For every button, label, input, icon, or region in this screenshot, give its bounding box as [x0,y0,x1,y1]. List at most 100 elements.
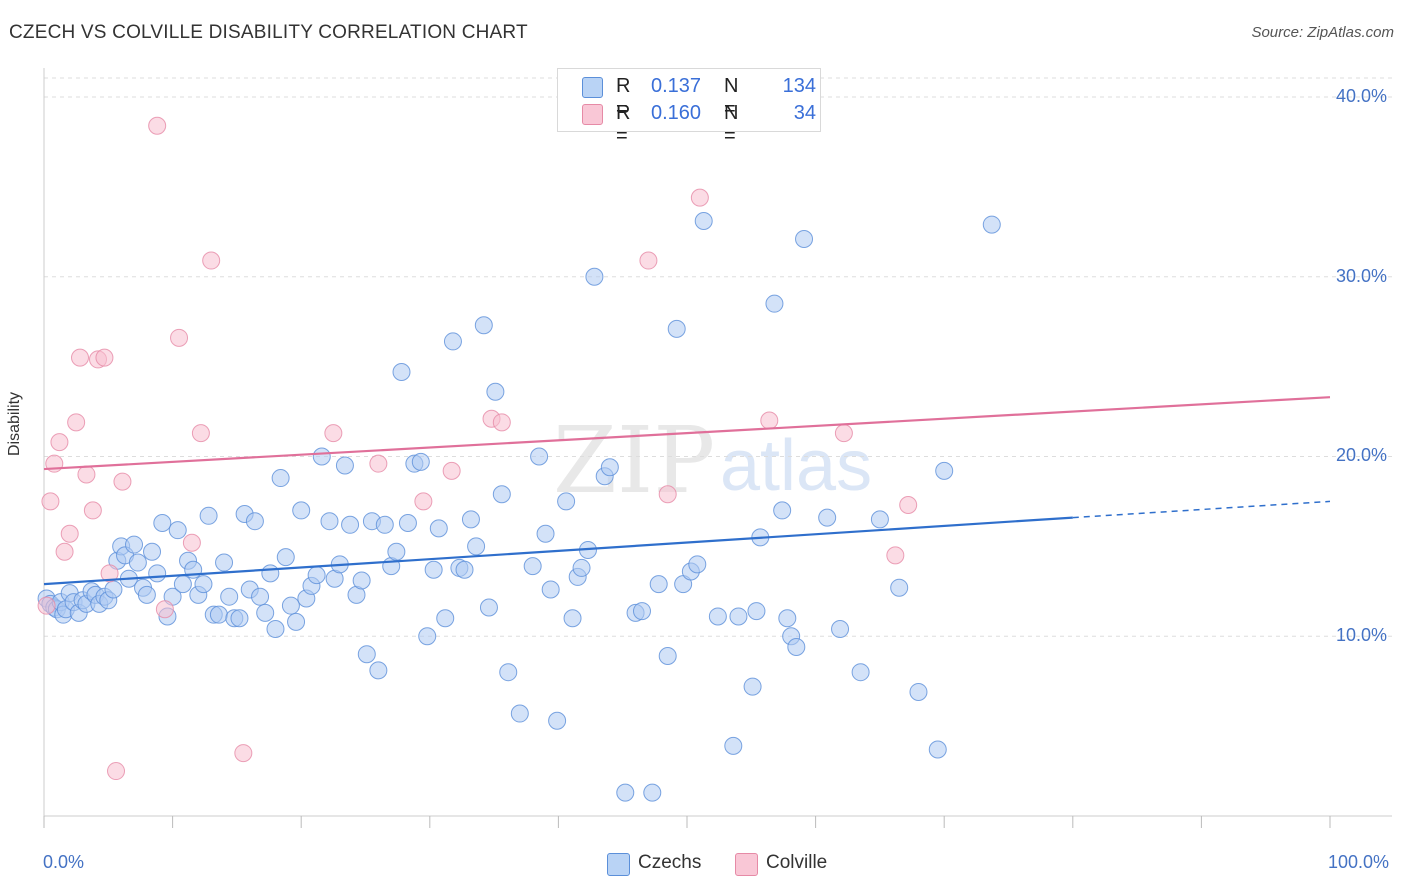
colville-point [182,533,201,552]
colville-point [202,251,221,270]
czechs-point [632,602,651,621]
czechs-point [729,607,748,626]
czechs-point [708,607,727,626]
legend-r-value: 0.137 [651,75,702,97]
czechs-point [375,515,394,534]
legend-r-value: 0.160 [651,102,702,124]
czechs-point [600,458,619,477]
czechs-point [616,783,635,802]
czechs-point [312,447,331,466]
czechs-point [287,612,306,631]
colville-swatch [735,853,758,876]
czechs-point [928,740,947,759]
czechs-point [643,783,662,802]
colville-point [95,348,114,367]
czechs-point [667,319,686,338]
legend-n-value: 34 [793,102,816,124]
czechs-point [251,587,270,606]
czechs-point [649,575,668,594]
bottom-legend-label: Colville [766,852,828,873]
czechs-point [392,362,411,381]
colville-point [77,465,96,484]
colville-point [639,251,658,270]
czechs-point [536,524,555,543]
czechs-point [778,609,797,628]
czechs-point [499,663,518,682]
colville-point [55,542,74,561]
czechs-point [104,580,123,599]
czechs-point [492,485,511,504]
colville-point [71,348,90,367]
colville-point [60,524,79,543]
czechs-point [194,575,213,594]
czechs-point [281,596,300,615]
colville-point [148,116,167,135]
czechs-point [220,587,239,606]
czechs-point [818,508,837,527]
czechs-point [982,215,1001,234]
czechs-point [335,456,354,475]
colville-point [760,411,779,430]
czechs-point [773,501,792,520]
y-tick-label: 30.0% [1336,265,1388,286]
czechs-point [215,553,234,572]
czechs-point [585,267,604,286]
legend-n-value: 134 [782,75,816,97]
czechs-point [694,211,713,230]
czechs-trend-line [43,516,1073,586]
czechs-point [474,316,493,335]
colville-point [834,424,853,443]
colville-point [324,424,343,443]
czechs-point [387,542,406,561]
chart-title: CZECH VS COLVILLE DISABILITY CORRELATION… [9,22,528,43]
czechs-point [436,609,455,628]
colville-point [170,328,189,347]
y-tick-label: 40.0% [1336,85,1388,106]
x-tick-label-max: 100.0% [1328,852,1390,872]
czechs-trend-extension [1072,500,1331,519]
colville-point [67,413,86,432]
colville-point [442,461,461,480]
czechs-point [292,501,311,520]
czechs-point [909,682,928,701]
colville-point [886,546,905,565]
colville-point [37,596,56,615]
colville-point [107,762,126,781]
trend-lines [43,396,1331,586]
colville-points [37,116,918,781]
czechs-point [128,553,147,572]
colville-point [658,485,677,504]
colville-point [83,501,102,520]
axes [43,68,1392,828]
watermark-zip: ZIP [553,407,715,514]
czechs-point [541,580,560,599]
czechs-point [209,605,228,624]
colville-point [41,492,60,511]
czechs-point [245,512,264,531]
czechs-point [510,704,529,723]
colville-point [234,744,253,763]
czechs-point [429,519,448,538]
czechs-point [276,548,295,567]
czechs-point [261,564,280,583]
czechs-swatch [607,853,630,876]
colville-point [155,600,174,619]
czechs-point [688,555,707,574]
czechs-point [256,603,275,622]
czechs-point [443,332,462,351]
legend-r-label: R = [616,102,631,147]
colville-trend-line [43,396,1331,471]
czechs-point [143,542,162,561]
czechs-point [153,513,172,532]
czechs-point [173,575,192,594]
legend-r-label: R = [616,75,631,120]
czechs-point [831,620,850,639]
grid-lines [44,77,1392,637]
legend-n-label: N = [724,102,739,147]
czechs-point [658,647,677,666]
czechs-point [724,736,743,755]
czechs-point [352,571,371,590]
czechs-point [572,558,591,577]
czechs-points [37,211,1001,802]
